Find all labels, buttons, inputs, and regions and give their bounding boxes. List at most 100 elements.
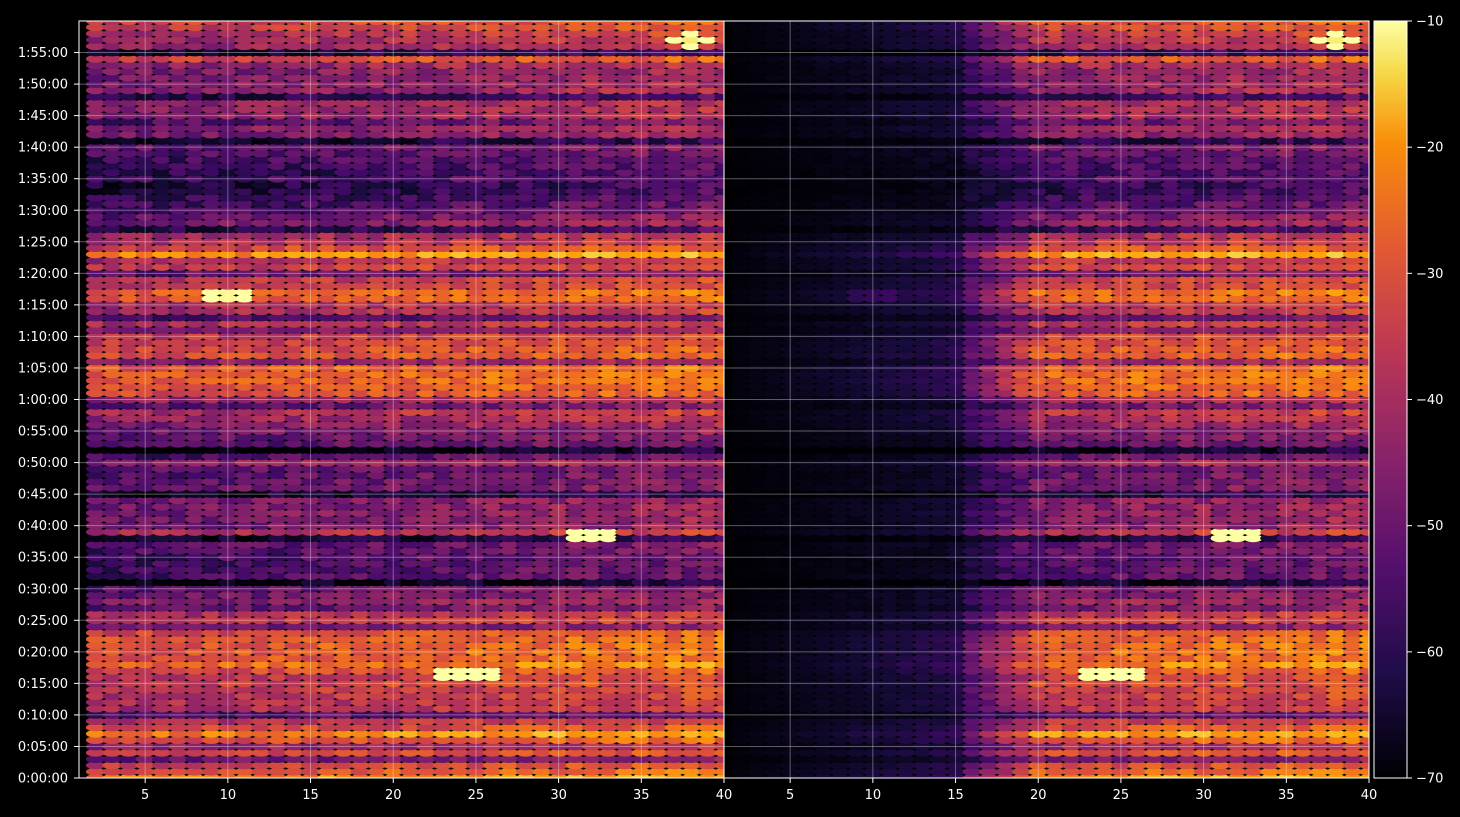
- heatmap-cell: [482, 761, 503, 770]
- heatmap-cell: [383, 553, 403, 562]
- heatmap-cell: [681, 755, 701, 763]
- heatmap-cell: [565, 717, 585, 726]
- heatmap-cell: [714, 547, 724, 555]
- heatmap-cell: [317, 584, 337, 593]
- heatmap-cell: [168, 603, 188, 612]
- heatmap-cell: [598, 647, 618, 656]
- heatmap-cell: [119, 565, 139, 574]
- heatmap-cell: [234, 502, 254, 511]
- heatmap-cell: [400, 534, 420, 543]
- heatmap-cell: [234, 647, 254, 656]
- heatmap-cell: [267, 711, 288, 719]
- heatmap-cell: [400, 666, 420, 675]
- heatmap-cell: [499, 603, 519, 612]
- heatmap-cell: [168, 647, 188, 656]
- heatmap-cell: [383, 509, 403, 517]
- heatmap-cell: [334, 572, 354, 580]
- heatmap-cell: [317, 534, 337, 543]
- heatmap-cell: [598, 635, 618, 644]
- heatmap-cell: [201, 723, 221, 732]
- heatmap-cell: [582, 528, 602, 536]
- heatmap-cell: [383, 660, 403, 669]
- heatmap-cell: [615, 654, 635, 662]
- y-tick-label: 1:40:00: [18, 141, 68, 156]
- heatmap-cell: [681, 685, 701, 694]
- heatmap-cell: [135, 547, 155, 555]
- heatmap-cell: [433, 673, 453, 681]
- heatmap-cell: [664, 610, 685, 618]
- heatmap-cell: [400, 629, 420, 637]
- heatmap-cell: [582, 610, 602, 618]
- heatmap-cell: [449, 515, 469, 524]
- heatmap-cell: [565, 673, 585, 681]
- heatmap-cell: [582, 509, 602, 517]
- heatmap-cell: [119, 572, 139, 580]
- heatmap-cell: [85, 679, 106, 688]
- heatmap-cell: [201, 509, 221, 517]
- heatmap-cell: [201, 553, 221, 562]
- heatmap-cell: [152, 490, 172, 498]
- heatmap-cell: [615, 572, 635, 580]
- heatmap-cell: [515, 483, 536, 492]
- heatmap-cell: [549, 565, 569, 574]
- heatmap-cell: [466, 597, 486, 606]
- heatmap-cell: [664, 736, 685, 744]
- heatmap-cell: [102, 509, 122, 517]
- heatmap-cell: [532, 534, 552, 543]
- heatmap-cell: [119, 603, 139, 612]
- heatmap-cell: [267, 465, 288, 473]
- heatmap-cell: [102, 565, 122, 574]
- heatmap-cell: [565, 748, 585, 757]
- heatmap-cell: [251, 692, 271, 700]
- heatmap-cell: [135, 711, 155, 719]
- heatmap-cell: [582, 673, 602, 681]
- heatmap-cell: [367, 679, 387, 688]
- heatmap-cell: [317, 471, 337, 480]
- y-tick-label: 0:25:00: [18, 614, 68, 629]
- heatmap-cell: [267, 477, 288, 486]
- heatmap-cell: [334, 540, 354, 549]
- heatmap-cell: [251, 534, 271, 543]
- heatmap-cell: [714, 477, 724, 486]
- heatmap-cell: [317, 685, 337, 694]
- heatmap-cell: [664, 509, 685, 517]
- heatmap-cell: [697, 635, 718, 644]
- heatmap-cell: [565, 597, 585, 606]
- heatmap-cell: [549, 723, 569, 732]
- heatmap-cell: [251, 704, 271, 713]
- heatmap-cell: [135, 767, 155, 776]
- heatmap-cell: [168, 540, 188, 549]
- heatmap-cell: [168, 666, 188, 675]
- heatmap-cell: [300, 496, 321, 505]
- heatmap-cell: [598, 502, 618, 511]
- y-tick-label: 1:20:00: [18, 267, 68, 282]
- heatmap-cell: [532, 635, 552, 644]
- heatmap-cell: [85, 540, 106, 549]
- heatmap-cell: [135, 742, 155, 751]
- heatmap-cell: [367, 540, 387, 549]
- heatmap-cell: [234, 629, 254, 637]
- heatmap-cell: [648, 584, 668, 593]
- heatmap-cell: [300, 610, 321, 618]
- heatmap-cell: [85, 641, 106, 650]
- heatmap-cell: [466, 603, 486, 612]
- heatmap-cell: [234, 591, 254, 599]
- heatmap-cell: [251, 641, 271, 650]
- heatmap-cell: [648, 477, 668, 486]
- heatmap-cell: [499, 553, 519, 562]
- heatmap-cell: [400, 748, 420, 757]
- heatmap-cell: [284, 685, 304, 694]
- heatmap-cell: [466, 761, 486, 770]
- heatmap-cell: [631, 666, 651, 675]
- heatmap-cell: [482, 635, 503, 644]
- heatmap-cell: [367, 717, 387, 726]
- heatmap-cell: [598, 717, 618, 726]
- heatmap-cell: [85, 610, 106, 618]
- heatmap-cell: [449, 711, 469, 719]
- heatmap-cell: [565, 755, 585, 763]
- heatmap-cell: [648, 616, 668, 625]
- heatmap-cell: [218, 761, 238, 770]
- heatmap-cell: [119, 483, 139, 492]
- heatmap-cell: [284, 679, 304, 688]
- heatmap-cell: [482, 704, 503, 713]
